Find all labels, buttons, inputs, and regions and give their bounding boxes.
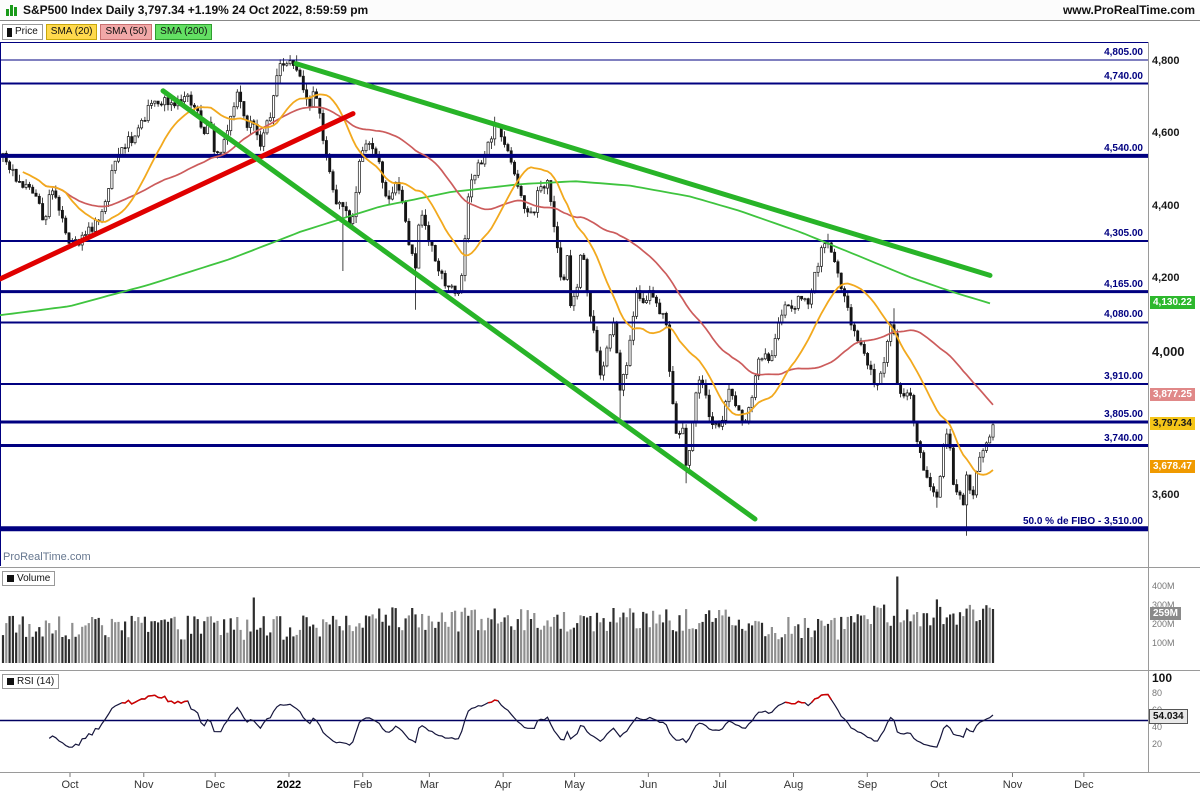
rsi-label: RSI (14) xyxy=(17,676,55,687)
app-chart-icon xyxy=(6,4,17,16)
price-candle-icon xyxy=(7,27,12,37)
sma50-line xyxy=(42,106,994,406)
rsi-layer xyxy=(0,693,1148,748)
title-bar: S&P500 Index Daily 3,797.34 +1.19% 24 Oc… xyxy=(0,0,1200,21)
descending-trendline-upper xyxy=(293,61,993,278)
legend-item-sma-20[interactable]: SMA (20) xyxy=(45,24,98,40)
rsi-line xyxy=(48,693,994,748)
legend-item-label: SMA (200) xyxy=(160,26,208,37)
price-axis-divider xyxy=(1148,42,1149,772)
rsi-overbought-segment xyxy=(487,699,499,704)
rsi-overbought-segment xyxy=(810,693,832,704)
volume-label: Volume xyxy=(17,573,51,584)
legend-item-price[interactable]: Price xyxy=(2,24,43,40)
sma20-line xyxy=(22,93,994,476)
watermark: ProRealTime.com xyxy=(3,551,91,563)
main-plot-layer xyxy=(0,55,1148,536)
legend-item-label: SMA (20) xyxy=(50,26,93,37)
volume-indicator-chip[interactable]: Volume xyxy=(2,571,56,586)
volume-swatch-icon xyxy=(7,575,14,582)
descending-trendline-lower xyxy=(160,88,758,522)
instrument-title: S&P500 Index Daily 3,797.34 +1.19% 24 Oc… xyxy=(23,3,369,17)
panel-divider xyxy=(0,772,1200,773)
website-label: www.ProRealTime.com xyxy=(1062,3,1195,17)
legend-item-sma-50[interactable]: SMA (50) xyxy=(100,24,153,40)
rsi-indicator-chip[interactable]: RSI (14) xyxy=(2,674,60,689)
price-levels-layer xyxy=(0,59,1148,532)
ascending-trendline xyxy=(0,111,356,282)
legend-item-sma-200[interactable]: SMA (200) xyxy=(155,24,213,40)
sma200-line xyxy=(0,180,991,317)
rsi-swatch-icon xyxy=(7,678,14,685)
legend-item-label: Price xyxy=(15,26,38,37)
rsi-overbought-segment xyxy=(121,694,188,705)
volume-bars-layer xyxy=(1,576,995,663)
rsi-overbought-segment xyxy=(785,700,805,705)
panel-divider xyxy=(0,567,1200,568)
legend-item-label: SMA (50) xyxy=(105,26,148,37)
panel-divider xyxy=(0,670,1200,671)
legend-bar: Price SMA (20) SMA (50) SMA (200) xyxy=(2,24,213,40)
